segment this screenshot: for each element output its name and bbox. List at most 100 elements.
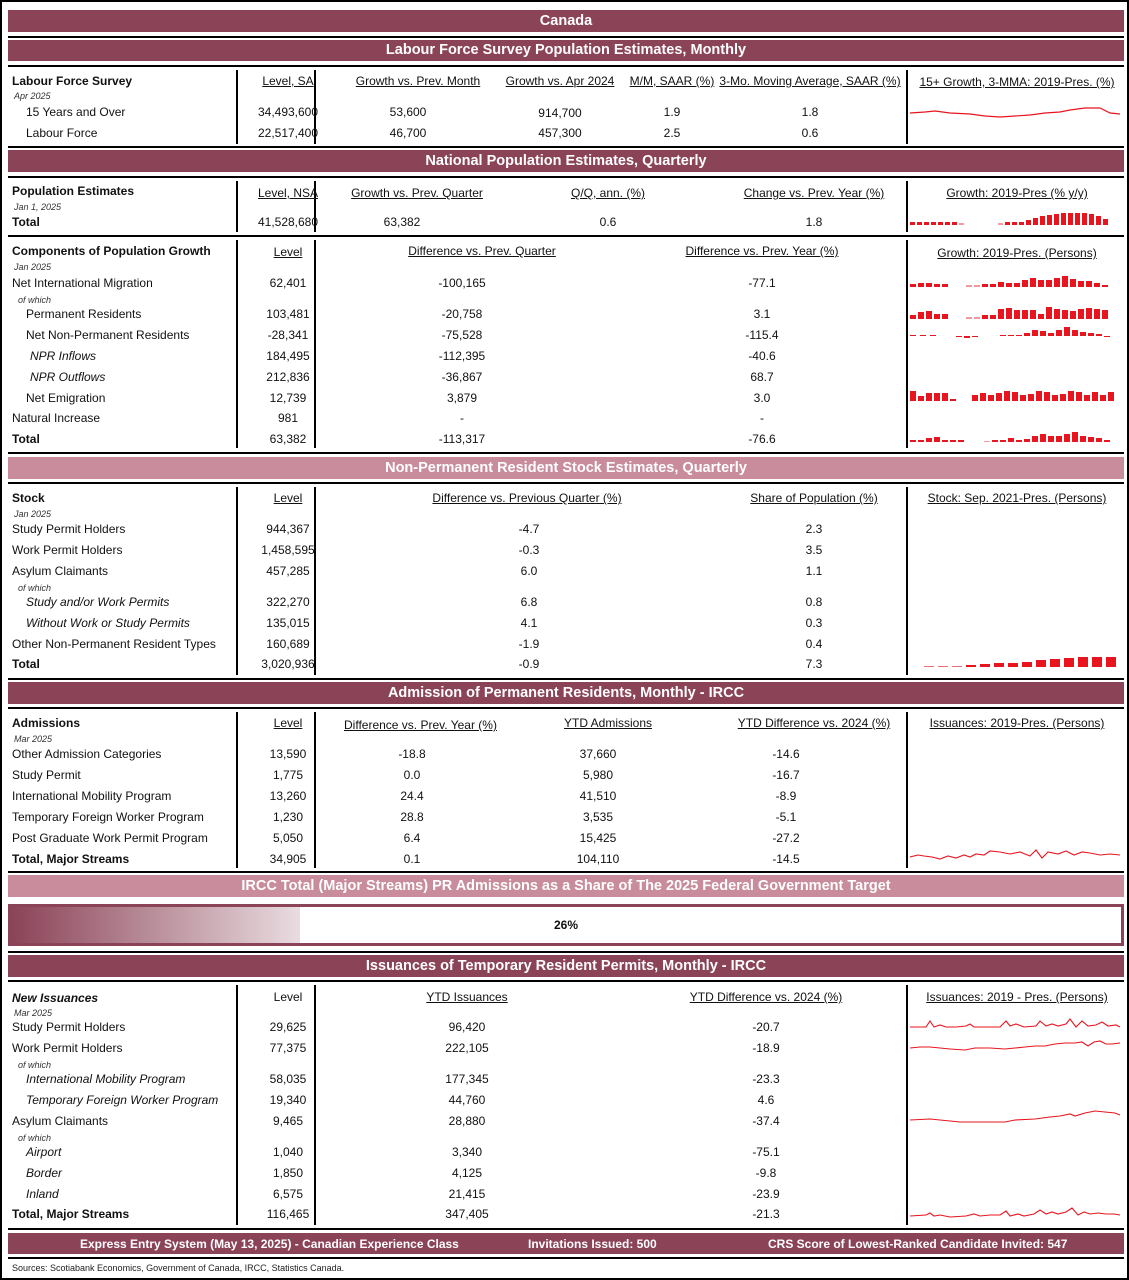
- lfs-date: Apr 2025: [14, 91, 51, 101]
- value: 5,050: [272, 831, 304, 845]
- value: -5.1: [775, 810, 797, 824]
- value: -9.8: [755, 1166, 777, 1180]
- row-label: Net International Migration: [12, 276, 153, 290]
- value: 212,836: [266, 370, 310, 384]
- value: 322,270: [266, 595, 310, 609]
- value: -14.5: [772, 852, 800, 866]
- value: 0.6: [599, 215, 617, 229]
- value: 914,700: [538, 106, 582, 120]
- value: 1,775: [272, 768, 304, 782]
- npe-chart-title: Growth: 2019-Pres (% y/y): [946, 186, 1088, 200]
- value: -4.7: [518, 522, 540, 536]
- value: -37.4: [752, 1114, 780, 1128]
- npr-header: Share of Population (%): [750, 491, 878, 505]
- value: 28,880: [448, 1114, 486, 1128]
- trp-header: Level: [273, 990, 303, 1004]
- row-label: Net Non-Permanent Residents: [26, 328, 190, 342]
- value: 24.4: [400, 789, 424, 803]
- value: 2.3: [805, 522, 823, 536]
- value: 1.8: [801, 105, 819, 119]
- value: 5,980: [582, 768, 614, 782]
- value: 13,260: [269, 789, 307, 803]
- value: 13,590: [269, 747, 307, 761]
- target-band: IRCC Total (Major Streams) PR Admissions…: [8, 875, 1124, 897]
- value: 103,481: [266, 307, 310, 321]
- trp-header: YTD Issuances: [426, 990, 508, 1004]
- row-label: Labour Force: [26, 126, 98, 140]
- value: -36,867: [441, 370, 483, 384]
- row-label: Permanent Residents: [26, 307, 142, 321]
- row-label: Net Emigration: [26, 391, 106, 405]
- value: 3.1: [753, 307, 771, 321]
- value: 29,625: [269, 1020, 307, 1034]
- work-permit-sparkline: [910, 1040, 1121, 1051]
- value: -20.7: [752, 1020, 780, 1034]
- emigration-bar-sparkline: [910, 391, 1114, 401]
- row-label: NPR Outflows: [30, 370, 106, 384]
- row-label: International Mobility Program: [12, 789, 172, 803]
- invitations-issued: Invitations Issued: 500: [528, 1237, 657, 1251]
- row-label: Natural Increase: [12, 411, 101, 425]
- components-chart-title: Growth: 2019-Pres. (Persons): [937, 246, 1097, 260]
- npe-band: National Population Estimates, Quarterly: [8, 150, 1124, 172]
- value: 68.7: [750, 370, 774, 384]
- value: 1,040: [272, 1145, 304, 1159]
- lfs-chart-title: 15+ Growth, 3-MMA: 2019-Pres. (%): [919, 75, 1115, 89]
- value: -20,758: [441, 307, 483, 321]
- value: -18.9: [752, 1041, 780, 1055]
- value: 177,345: [445, 1072, 489, 1086]
- value: 3.0: [753, 391, 771, 405]
- value: -77.1: [748, 276, 776, 290]
- row-label: Temporary Foreign Worker Program: [26, 1093, 219, 1107]
- value: 116,465: [266, 1207, 310, 1221]
- pr-date: Mar 2025: [14, 734, 53, 744]
- value: 0.0: [403, 768, 421, 782]
- npr-stock-bar-sparkline: [924, 657, 1116, 667]
- value: -14.6: [772, 747, 800, 761]
- value: 1.8: [805, 215, 823, 229]
- trp-date: Mar 2025: [14, 1008, 53, 1018]
- value: -8.9: [775, 789, 797, 803]
- value: -115.4: [745, 328, 779, 342]
- row-label: Border: [26, 1166, 63, 1180]
- components-date: Jan 2025: [14, 262, 52, 272]
- value: 58,035: [269, 1072, 307, 1086]
- row-label: Asylum Claimants: [12, 564, 109, 578]
- lfs-section-label: Labour Force Survey: [12, 74, 133, 88]
- target-progress-fill: [11, 907, 300, 943]
- of-which-label: of which: [18, 1060, 52, 1070]
- lfs-sparkline: [910, 107, 1121, 118]
- value: 53,600: [389, 105, 427, 119]
- row-label: 15 Years and Over: [26, 105, 126, 119]
- row-label: Work Permit Holders: [12, 543, 123, 557]
- pr-header: YTD Difference vs. 2024 (%): [737, 716, 891, 730]
- pr-sparkline: [910, 849, 1121, 860]
- npr-header: Level: [273, 491, 303, 505]
- value: 41,510: [579, 789, 617, 803]
- of-which-label: of which: [18, 1133, 52, 1143]
- value: 21,415: [448, 1187, 486, 1201]
- target-progress-bar: 26%: [8, 904, 1124, 946]
- trp-header: YTD Difference vs. 2024 (%): [689, 990, 843, 1004]
- value: -1.9: [518, 637, 540, 651]
- value: 0.3: [805, 616, 823, 630]
- npr-header: Difference vs. Previous Quarter (%): [432, 491, 622, 505]
- value: 981: [277, 411, 299, 425]
- value: 1,850: [272, 1166, 304, 1180]
- value: 2.5: [663, 126, 681, 140]
- value: 34,493,600: [257, 105, 319, 119]
- value: -100,165: [438, 276, 486, 290]
- npe-date: Jan 1, 2025: [14, 202, 62, 212]
- lfs-header: Growth vs. Apr 2024: [505, 74, 615, 88]
- pr-header: YTD Admissions: [563, 716, 653, 730]
- value: 457,285: [266, 564, 310, 578]
- pr-band: Admission of Permanent Residents, Monthl…: [8, 682, 1124, 704]
- row-label: Total: [12, 657, 40, 671]
- npe-header: Change vs. Prev. Year (%): [743, 186, 885, 200]
- row-label: Without Work or Study Permits: [26, 616, 190, 630]
- value: 1,230: [272, 810, 304, 824]
- value: 28.8: [400, 810, 424, 824]
- lfs-header: Level, SA: [262, 74, 314, 88]
- value: 184,495: [266, 349, 310, 363]
- row-label: Total: [12, 432, 40, 446]
